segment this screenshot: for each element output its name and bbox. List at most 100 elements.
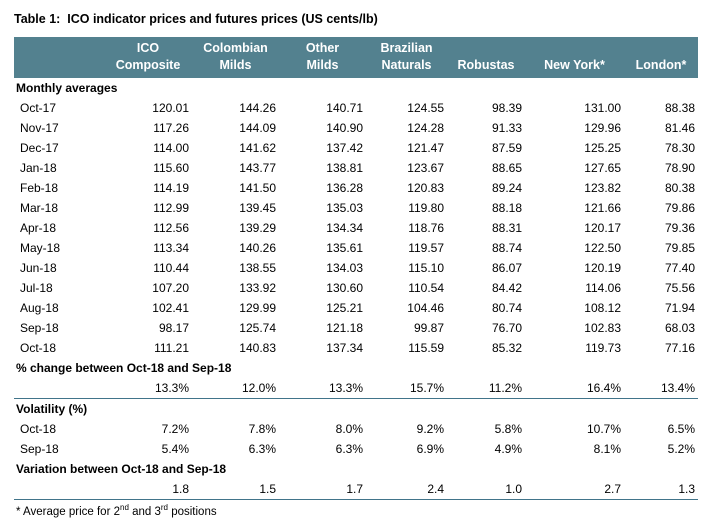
cell-value: 110.54 bbox=[408, 281, 444, 295]
cell-value: 144.09 bbox=[239, 121, 276, 135]
footnote: * Average price for 2nd and 3rd position… bbox=[14, 500, 698, 520]
cell-value: 134.34 bbox=[326, 221, 363, 235]
header-cell-milds: Milds bbox=[279, 57, 366, 78]
cell-value: 112.99 bbox=[153, 201, 189, 215]
header-cell-blank bbox=[14, 57, 104, 78]
cell-value: 141.62 bbox=[239, 141, 276, 155]
cell-value: 86.07 bbox=[491, 261, 522, 275]
cell-value: 114.00 bbox=[153, 141, 189, 155]
cell-value: 127.65 bbox=[584, 161, 621, 175]
cell-value: 98.17 bbox=[158, 321, 189, 335]
row-label: Dec-17 bbox=[20, 141, 59, 155]
cell-value: 99.87 bbox=[413, 321, 444, 335]
cell-value: 139.29 bbox=[239, 221, 276, 235]
cell-value: 4.9% bbox=[494, 442, 522, 456]
row-label: Jun-18 bbox=[20, 261, 57, 275]
cell-value: 140.71 bbox=[326, 101, 363, 115]
cell-value: 6.3% bbox=[335, 442, 363, 456]
cell-value: 140.90 bbox=[326, 121, 363, 135]
ico-indicator-prices-table: ICO Colombian Other Brazilian Composite … bbox=[14, 37, 698, 500]
header-cell-blank bbox=[14, 37, 104, 57]
cell-value: 138.55 bbox=[239, 261, 276, 275]
cell-value: 137.34 bbox=[326, 341, 363, 355]
cell-value: 121.66 bbox=[584, 201, 621, 215]
cell-value: 139.45 bbox=[239, 201, 276, 215]
cell-value: 102.41 bbox=[152, 301, 189, 315]
row-label: Mar-18 bbox=[20, 201, 59, 215]
table-row: 13.3% 12.0% 13.3% 15.7% 11.2% 16.4% 13.4% bbox=[14, 378, 698, 399]
header-cell-composite: Composite bbox=[104, 57, 192, 78]
section-heading-row: Volatility (%) bbox=[14, 399, 698, 420]
cell-value: 136.28 bbox=[326, 181, 363, 195]
table-header: ICO Colombian Other Brazilian Composite … bbox=[14, 37, 698, 78]
header-row-bottom: Composite Milds Milds Naturals Robustas … bbox=[14, 57, 698, 78]
header-cell-new-york: New York* bbox=[525, 57, 624, 78]
cell-value: 80.38 bbox=[664, 181, 695, 195]
cell-value: 88.38 bbox=[664, 101, 695, 115]
cell-value: 102.83 bbox=[584, 321, 621, 335]
cell-value: 138.81 bbox=[326, 161, 363, 175]
cell-value: 134.03 bbox=[326, 261, 363, 275]
cell-value: 88.65 bbox=[491, 161, 522, 175]
section-heading-row: % change between Oct-18 and Sep-18 bbox=[14, 358, 698, 378]
section-heading: Monthly averages bbox=[16, 81, 118, 95]
cell-value: 1.8 bbox=[104, 479, 192, 500]
cell-value: 13.4% bbox=[624, 378, 698, 399]
cell-value: 7.2% bbox=[161, 422, 189, 436]
cell-value: 125.74 bbox=[239, 321, 276, 335]
cell-value: 120.01 bbox=[152, 101, 189, 115]
cell-value: 88.31 bbox=[491, 221, 522, 235]
cell-value: 137.42 bbox=[326, 141, 363, 155]
cell-value: 78.90 bbox=[664, 161, 695, 175]
cell-value: 89.24 bbox=[491, 181, 522, 195]
table-row: Oct-18 7.2% 7.8% 8.0% 9.2% 5.8% 10.7% 6.5% bbox=[14, 419, 698, 439]
section-heading: Volatility (%) bbox=[16, 402, 88, 416]
row-label: Oct-18 bbox=[20, 422, 57, 436]
table-row: Jul-18 107.20 133.92 130.60 110.54 84.42 114.0… bbox=[14, 278, 698, 298]
cell-value: 85.32 bbox=[491, 341, 522, 355]
cell-value: 119.80 bbox=[408, 201, 444, 215]
cell-value: 119.73 bbox=[585, 341, 621, 355]
cell-value: 9.2% bbox=[416, 422, 444, 436]
header-cell-blank bbox=[624, 37, 698, 57]
cell-value: 1.5 bbox=[192, 479, 279, 500]
cell-value: 124.55 bbox=[407, 101, 444, 115]
cell-value: 140.26 bbox=[239, 241, 276, 255]
header-cell-blank bbox=[525, 37, 624, 57]
cell-value: 108.12 bbox=[584, 301, 621, 315]
cell-value: 120.17 bbox=[584, 221, 621, 235]
cell-value: 135.61 bbox=[326, 241, 363, 255]
row-label: May-18 bbox=[20, 241, 61, 255]
cell-value: 6.9% bbox=[416, 442, 444, 456]
section-heading-row: Monthly averages bbox=[14, 78, 698, 98]
header-cell-milds: Milds bbox=[192, 57, 279, 78]
row-label: Sep-18 bbox=[20, 442, 59, 456]
table-row: Mar-18 112.99 139.45 135.03 119.80 88.18 121.6… bbox=[14, 198, 698, 218]
footnote-text: and 3 bbox=[128, 506, 161, 518]
row-label: Nov-17 bbox=[20, 121, 59, 135]
cell-value: 91.33 bbox=[491, 121, 522, 135]
cell-value: 87.59 bbox=[491, 141, 522, 155]
table-row: Aug-18 102.41 129.99 125.21 104.46 80.74 108.1… bbox=[14, 298, 698, 318]
section-heading: Variation between Oct-18 and Sep-18 bbox=[16, 462, 227, 476]
table-row: Sep-18 5.4% 6.3% 6.3% 6.9% 4.9% 8.1% 5.2% bbox=[14, 439, 698, 459]
cell-value: 129.99 bbox=[239, 301, 276, 315]
cell-value: 114.06 bbox=[585, 281, 621, 295]
cell-value: 15.7% bbox=[366, 378, 447, 399]
header-cell-colombian: Colombian bbox=[192, 37, 279, 57]
cell-value: 117.26 bbox=[153, 121, 189, 135]
cell-value: 110.44 bbox=[153, 261, 189, 275]
cell-value: 13.3% bbox=[279, 378, 366, 399]
row-label: Feb-18 bbox=[20, 181, 59, 195]
table-row: Nov-17 117.26 144.09 140.90 124.28 91.33 129.9… bbox=[14, 118, 698, 138]
cell-value: 114.19 bbox=[153, 181, 189, 195]
table-title: Table 1: ICO indicator prices and future… bbox=[14, 12, 378, 26]
cell-value: 8.1% bbox=[593, 442, 621, 456]
cell-value: 1.0 bbox=[447, 479, 525, 500]
section-heading: % change between Oct-18 and Sep-18 bbox=[16, 361, 232, 375]
table-row: Dec-17 114.00 141.62 137.42 121.47 87.59 125.2… bbox=[14, 138, 698, 158]
cell-value: 1.7 bbox=[279, 479, 366, 500]
table-row: Jan-18 115.60 143.77 138.81 123.67 88.65 127.6… bbox=[14, 158, 698, 178]
cell-value: 79.36 bbox=[664, 221, 695, 235]
cell-value: 141.50 bbox=[239, 181, 276, 195]
